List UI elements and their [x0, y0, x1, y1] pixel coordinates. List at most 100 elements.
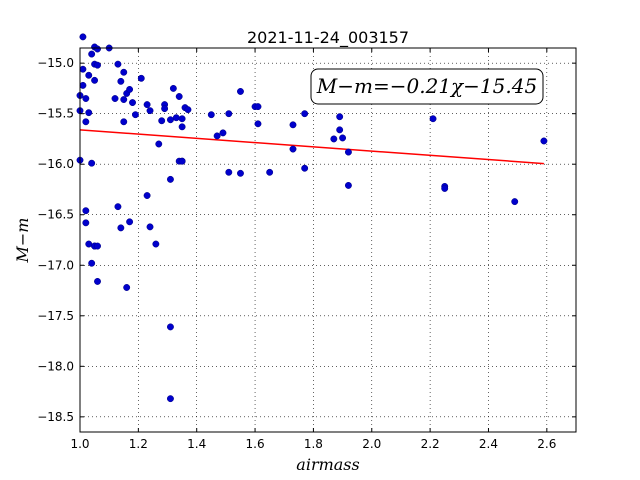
- plot-background: [80, 48, 576, 432]
- x-tick-labels: 1.0 1.2 1.4 1.6 1.8 2.0 2.2 2.4 2.6: [70, 437, 556, 451]
- fit-annotation: M−m=−0.21χ−15.45: [310, 68, 544, 105]
- data-point: [117, 224, 125, 232]
- data-point: [94, 61, 101, 69]
- data-point: [88, 259, 96, 267]
- data-point: [344, 181, 352, 189]
- data-point: [330, 135, 338, 143]
- data-point: [254, 120, 262, 128]
- data-point: [301, 164, 309, 172]
- data-point: [146, 107, 154, 115]
- x-tick-label: 2.6: [537, 437, 556, 451]
- plot-frame: [79, 47, 577, 433]
- data-point: [79, 81, 87, 89]
- x-axis-label: airmass: [296, 455, 359, 474]
- y-tick-labels: −15.0 −15.5 −16.0 −16.5 −17.0 −17.5 −18.0 −18.5: [37, 56, 74, 424]
- data-point: [301, 110, 309, 118]
- data-point: [123, 284, 131, 291]
- fit-equation: M−m=−0.21χ−15.45: [316, 74, 537, 98]
- x-tick-label: 1.8: [304, 437, 323, 451]
- data-point: [207, 111, 215, 119]
- data-point: [82, 207, 90, 215]
- data-point: [161, 105, 169, 113]
- y-axis-label: M−m: [13, 218, 32, 264]
- y-tick-label: −18.5: [37, 410, 74, 424]
- data-point: [237, 88, 244, 95]
- data-point: [254, 103, 262, 111]
- data-point: [540, 137, 548, 145]
- x-tick-label: 1.6: [246, 437, 265, 451]
- grid: [79, 48, 576, 432]
- data-point: [152, 240, 160, 248]
- data-point: [225, 110, 233, 118]
- data-point: [126, 85, 134, 93]
- data-point: [85, 71, 93, 79]
- data-point: [131, 111, 139, 119]
- data-point: [441, 185, 449, 192]
- data-point: [266, 168, 274, 176]
- data-point: [289, 145, 297, 153]
- y-tick-label: −16.0: [37, 157, 74, 171]
- data-point: [82, 219, 90, 227]
- data-point: [166, 395, 174, 403]
- data-point: [166, 116, 174, 124]
- data-point: [146, 223, 154, 231]
- y-tick-label: −17.5: [37, 309, 74, 323]
- plot-area: [76, 33, 577, 433]
- x-tick-label: 1.4: [187, 437, 206, 451]
- data-point: [143, 192, 151, 199]
- data-point: [336, 126, 344, 134]
- fit-line: [79, 129, 544, 165]
- data-point: [237, 169, 244, 177]
- data-point: [429, 115, 437, 123]
- y-tick-label: −17.0: [37, 258, 74, 272]
- y-tick-label: −18.0: [37, 359, 74, 373]
- data-point: [129, 99, 136, 107]
- data-point: [114, 60, 122, 68]
- x-tick-label: 1.2: [129, 437, 148, 451]
- data-point: [178, 157, 186, 165]
- data-point: [172, 114, 180, 122]
- data-point: [85, 109, 93, 117]
- x-tick-label: 2.2: [421, 437, 440, 451]
- data-point: [137, 74, 145, 82]
- data-points: [76, 33, 548, 403]
- data-point: [155, 140, 163, 148]
- data-point: [143, 101, 151, 109]
- annotation-box: [310, 68, 544, 105]
- chart-title: 2021-11-24_003157: [247, 28, 409, 48]
- data-point: [120, 68, 128, 76]
- fit-line-group: [79, 129, 544, 165]
- data-point: [91, 76, 99, 84]
- data-point: [120, 118, 128, 126]
- data-point: [158, 117, 166, 125]
- data-point: [114, 203, 122, 211]
- data-point: [126, 218, 134, 226]
- data-point: [94, 277, 101, 285]
- data-point: [111, 95, 119, 102]
- data-point: [82, 95, 90, 102]
- data-point: [117, 77, 125, 85]
- x-tick-label: 2.0: [362, 437, 381, 451]
- data-point: [225, 168, 233, 176]
- data-point: [166, 323, 174, 331]
- data-point: [166, 175, 174, 183]
- data-point: [336, 113, 344, 121]
- data-point: [339, 134, 347, 142]
- data-point: [120, 96, 128, 103]
- axis-ticks: [79, 48, 576, 432]
- data-point: [94, 45, 101, 53]
- data-point: [82, 118, 90, 126]
- data-point: [85, 240, 93, 248]
- data-point: [178, 115, 186, 123]
- data-point: [79, 33, 87, 41]
- data-point: [88, 159, 96, 167]
- y-tick-label: −16.5: [37, 208, 74, 222]
- data-point: [344, 148, 352, 156]
- data-point: [219, 129, 227, 137]
- data-point: [178, 123, 186, 131]
- y-tick-label: −15.0: [37, 56, 74, 70]
- data-point: [184, 106, 192, 114]
- x-tick-label: 1.0: [70, 437, 89, 451]
- x-tick-label: 2.4: [479, 437, 498, 451]
